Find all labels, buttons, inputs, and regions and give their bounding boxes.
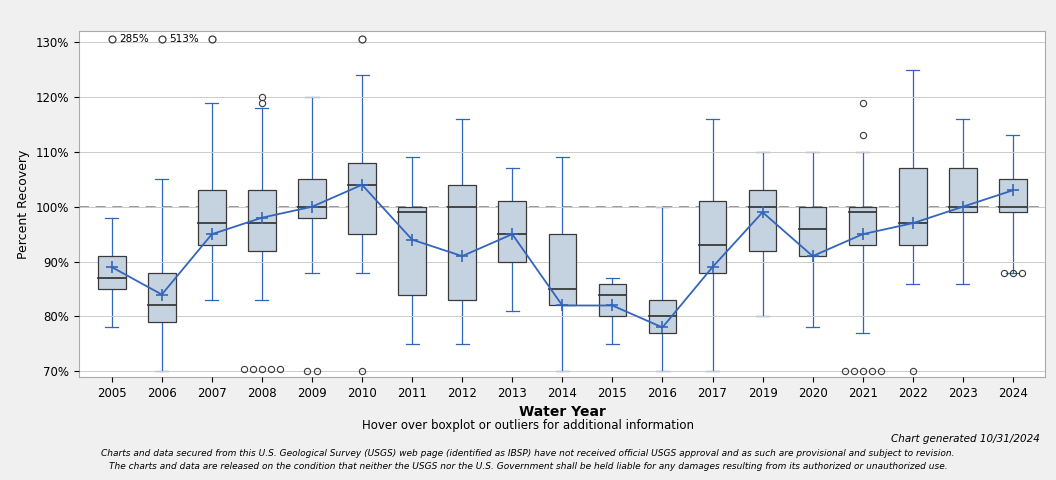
Bar [648, 300, 676, 333]
Bar [548, 234, 577, 305]
Text: 513%: 513% [169, 35, 200, 45]
Text: Charts and data secured from this U.S. Geological Survey (USGS) web page (identi: Charts and data secured from this U.S. G… [101, 449, 955, 458]
Text: Hover over boxplot or outliers for additional information: Hover over boxplot or outliers for addit… [362, 419, 694, 432]
Bar [899, 168, 926, 245]
Text: The charts and data are released on the condition that neither the USGS nor the : The charts and data are released on the … [109, 462, 947, 471]
Bar [248, 190, 276, 251]
Bar [199, 190, 226, 245]
Bar [298, 180, 325, 218]
Text: Chart generated 10/31/2024: Chart generated 10/31/2024 [891, 434, 1040, 444]
Bar [348, 163, 376, 234]
Bar [749, 190, 776, 251]
Bar [999, 180, 1026, 212]
Bar [699, 201, 727, 273]
Text: 285%: 285% [119, 35, 149, 45]
Bar [949, 168, 977, 212]
Bar [98, 256, 126, 289]
Bar [148, 273, 175, 322]
Bar [498, 201, 526, 262]
X-axis label: Water Year: Water Year [518, 405, 606, 419]
Bar [599, 284, 626, 316]
Y-axis label: Percent Recovery: Percent Recovery [17, 149, 31, 259]
Bar [449, 185, 476, 300]
Bar [398, 207, 426, 295]
Bar [849, 207, 876, 245]
Bar [799, 207, 827, 256]
